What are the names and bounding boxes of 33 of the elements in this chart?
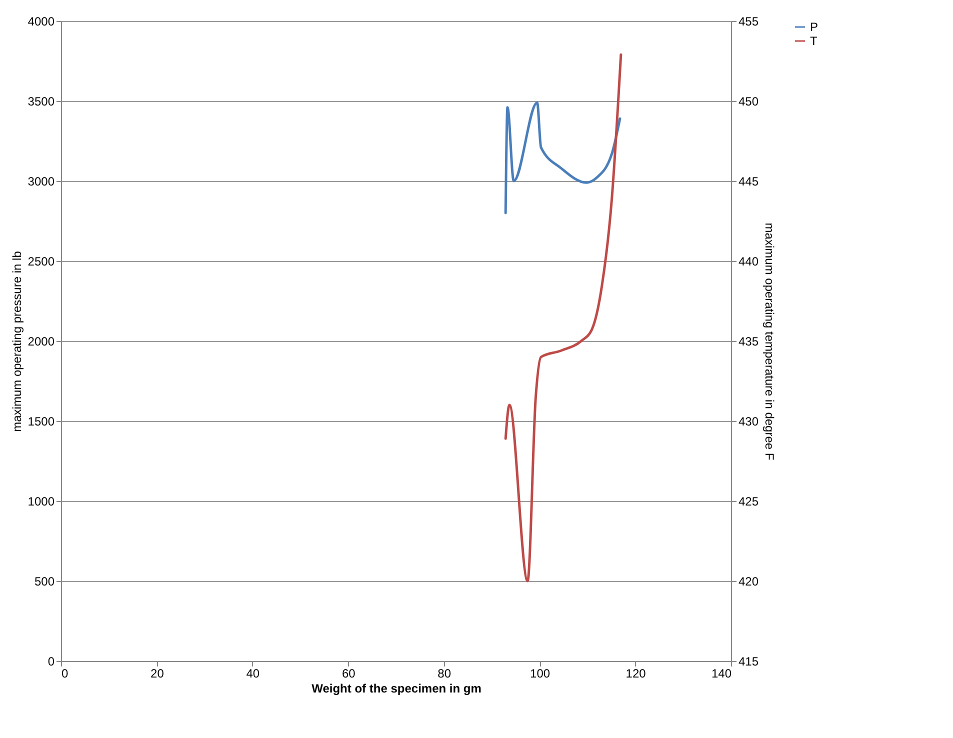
line-series: [504, 101, 622, 214]
x-tick-label: 120: [626, 666, 646, 680]
x-tick-label: 60: [342, 666, 356, 680]
y2-tick-label: 445: [738, 174, 759, 188]
y-tick-label: 1000: [28, 494, 55, 508]
y2-tick-label: 435: [738, 334, 759, 348]
y2-tick-label: 420: [738, 574, 759, 588]
y-tick-label: 1500: [28, 414, 55, 428]
y2-tick-label: 450: [738, 94, 759, 108]
y-tick-label: 3500: [28, 94, 55, 108]
y-tick-label: 500: [34, 574, 55, 588]
y-tick-label: 2500: [28, 254, 55, 268]
y2-tick-label: 415: [738, 654, 759, 668]
y-axis-title: maximum operating pressure in lb: [10, 250, 24, 432]
y-tick-label: 2000: [28, 334, 55, 348]
y2-tick-label: 440: [738, 254, 759, 268]
x-tick-label: 40: [246, 666, 260, 680]
legend-label: P: [810, 20, 818, 34]
y2-tick-label: 430: [738, 414, 759, 428]
y-tick-label: 0: [48, 654, 55, 668]
y-tick-label: 3000: [28, 174, 55, 188]
legend-label: T: [810, 34, 818, 48]
y2-axis-title: maximum operating temperature in degree F: [762, 222, 777, 460]
x-tick-label: 80: [438, 666, 452, 680]
x-tick-label: 140: [711, 666, 732, 680]
x-tick-label: 100: [530, 666, 550, 680]
x-axis-title: Weight of the specimen in gm: [312, 682, 482, 696]
y2-tick-label: 455: [738, 14, 759, 28]
y-tick-label: 4000: [28, 14, 55, 28]
line-series: [504, 53, 622, 582]
x-tick-label: 0: [62, 666, 68, 680]
x-tick-label: 20: [150, 666, 164, 680]
y2-tick-label: 425: [738, 494, 759, 508]
